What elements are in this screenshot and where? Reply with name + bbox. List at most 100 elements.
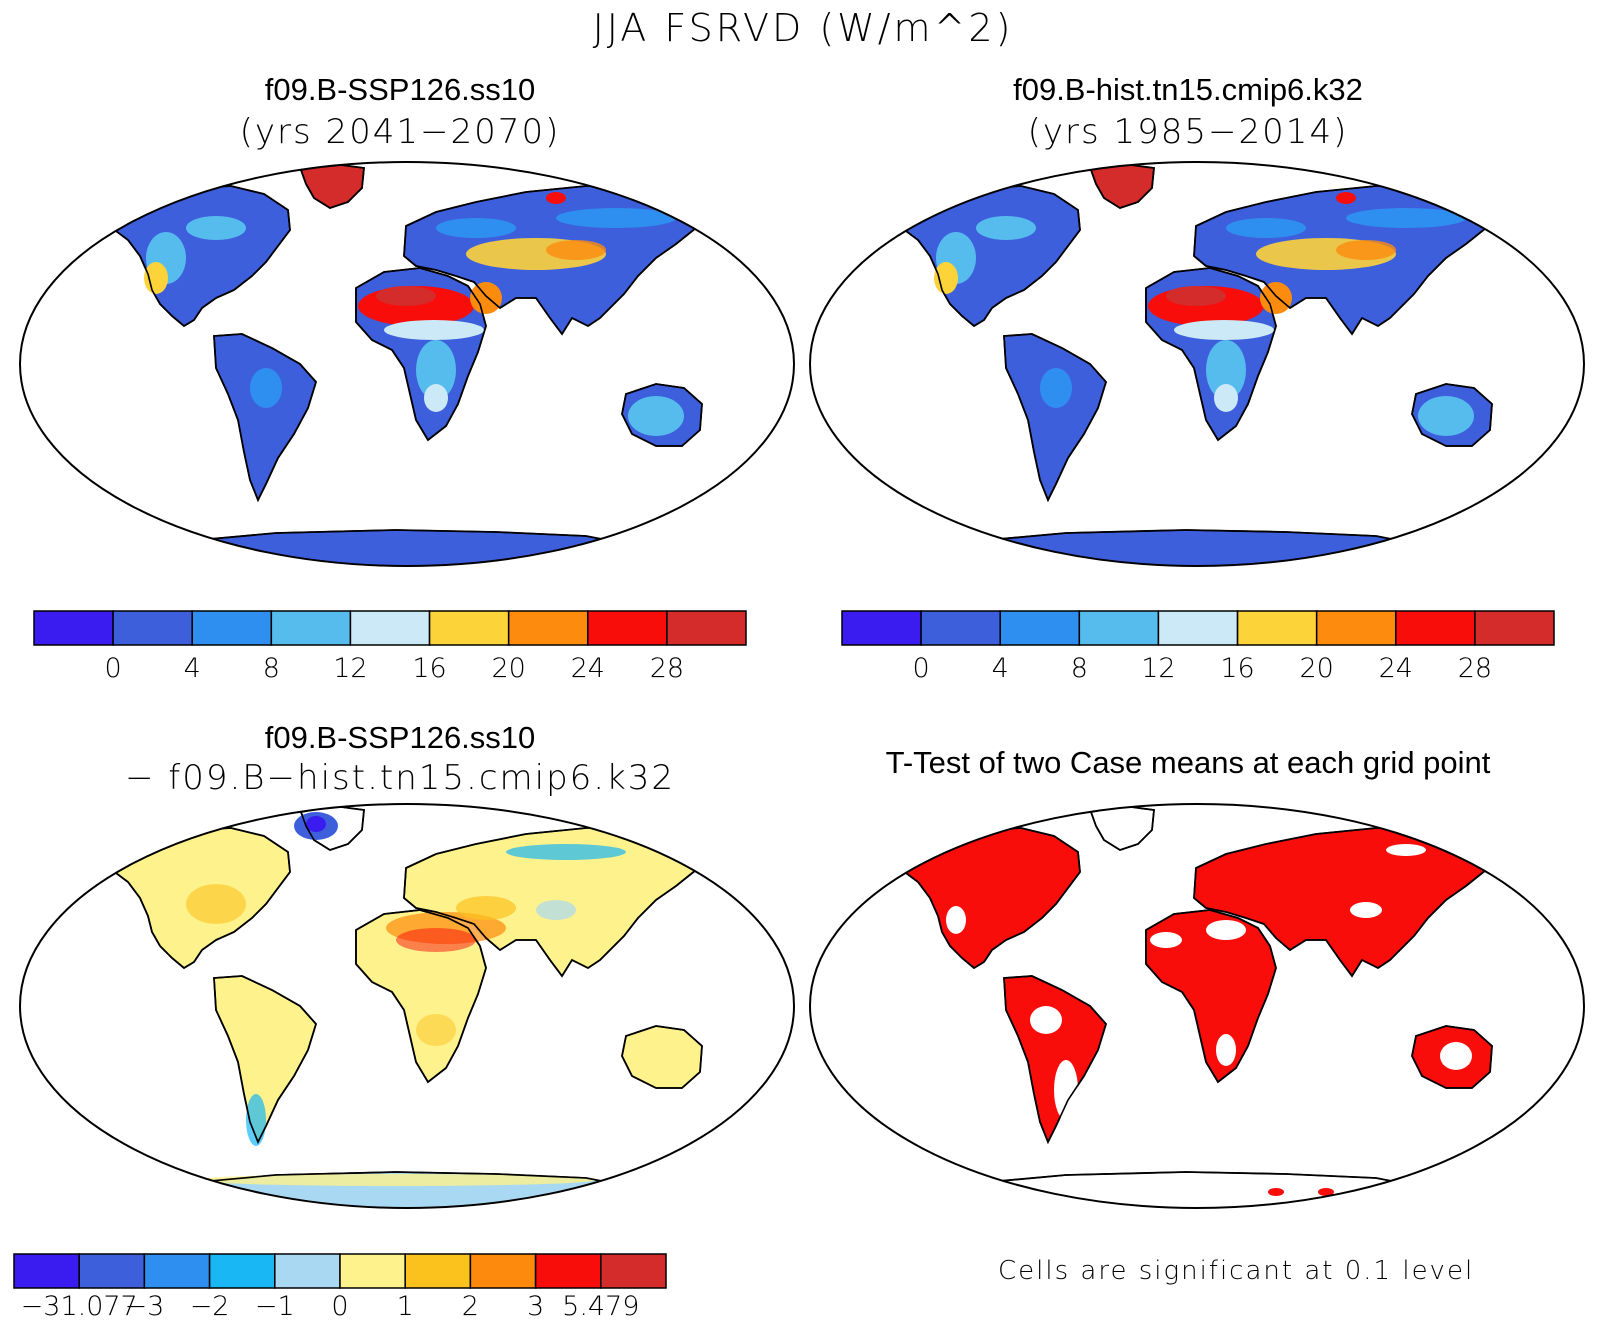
panel1-subtitle: (yrs 2041−2070) <box>239 112 561 152</box>
field-patch <box>424 384 448 412</box>
colorbar-ssp126: 0 4 8 12 16 20 24 28 <box>33 610 747 684</box>
colorbar-label: −1 <box>255 1291 295 1322</box>
colorbar-swatch <box>270 610 352 646</box>
field-patch <box>144 262 168 294</box>
colorbar-swatch <box>339 1253 406 1289</box>
field-patch <box>1206 340 1246 400</box>
significance-footnote: Cells are significant at 0.1 level <box>998 1256 1475 1286</box>
colorbar-swatch <box>78 1253 146 1289</box>
colorbar-swatch <box>349 610 431 646</box>
field-patch <box>1336 192 1356 204</box>
colorbar-label: −2 <box>190 1291 230 1322</box>
panel3-title: f09.B-SSP126.ss10 <box>264 720 536 755</box>
field-patch <box>1440 1042 1472 1070</box>
field-patch <box>306 816 326 832</box>
field-patch <box>1054 1060 1078 1120</box>
field-patch <box>934 262 958 294</box>
field-patch <box>956 1188 976 1196</box>
colorbar-label: 4 <box>992 653 1009 684</box>
colorbar-label: 12 <box>333 653 367 684</box>
colorbar-label: 16 <box>412 653 446 684</box>
colorbar-label: 20 <box>1299 653 1333 684</box>
field-patch <box>946 906 966 934</box>
map-boundary <box>19 161 795 567</box>
field-patch <box>979 170 1023 186</box>
colorbar-hist: 0 4 8 12 16 20 24 28 <box>841 610 1555 684</box>
field-patch <box>436 218 516 238</box>
field-patch <box>506 844 626 860</box>
field-patch <box>1268 1188 1284 1196</box>
colorbar-swatch <box>1236 610 1318 646</box>
field-patch <box>1418 396 1474 436</box>
colorbar-label: 0 <box>913 653 930 684</box>
figure-title: JJA FSRVD (W/m^2) <box>592 6 1014 50</box>
colorbar-label: 2 <box>462 1291 479 1322</box>
colorbar-swatch <box>191 610 273 646</box>
map-ttest <box>809 803 1585 1209</box>
colorbar-label: 0 <box>105 653 122 684</box>
colorbar-swatch <box>143 1253 211 1289</box>
field-patch <box>1216 1034 1236 1066</box>
colorbar-swatch <box>920 610 1001 646</box>
colorbar-swatch <box>428 610 510 646</box>
field-patch <box>396 928 476 952</box>
colorbar-swatch <box>534 1253 602 1289</box>
colorbar-swatch <box>13 1253 80 1289</box>
panel2-subtitle: (yrs 1985−2014) <box>1027 112 1349 152</box>
colorbar-label: 5.479 <box>562 1291 639 1322</box>
colorbar-label: 24 <box>1379 653 1413 684</box>
field-patch <box>250 368 282 408</box>
colorbar-swatch <box>1078 610 1160 646</box>
field-patch <box>976 216 1036 240</box>
map-hist <box>809 161 1585 567</box>
field-patch <box>556 208 676 228</box>
colorbar-label: 28 <box>1458 653 1492 684</box>
field-patch <box>470 282 502 314</box>
map-ssp126 <box>19 161 795 567</box>
panel2-title: f09.B-hist.tn15.cmip6.k32 <box>1013 72 1363 107</box>
colorbar-label: 12 <box>1141 653 1175 684</box>
field-patch <box>1030 1006 1062 1034</box>
field-patch <box>546 240 606 260</box>
colorbar-swatch <box>1157 610 1239 646</box>
colorbar-swatch <box>507 610 589 646</box>
field-patch <box>1318 1188 1334 1196</box>
colorbar-swatch <box>841 610 922 646</box>
field-patch <box>1150 932 1182 948</box>
panel1-title: f09.B-SSP126.ss10 <box>264 72 536 107</box>
colorbar-swatch <box>33 610 114 646</box>
colorbar-difference: −31.077−3 −2 −1 0 1 2 3 5.479 <box>13 1253 667 1322</box>
field-patch <box>416 1014 456 1046</box>
colorbar-label: 8 <box>263 653 280 684</box>
field-patch <box>1166 286 1226 306</box>
field-patch <box>1214 384 1238 412</box>
colorbar-swatch <box>587 610 668 646</box>
colorbar-label: 8 <box>1071 653 1088 684</box>
colorbar-label: 4 <box>184 653 201 684</box>
colorbar-label: 3 <box>527 1291 544 1322</box>
colorbar-swatch <box>999 610 1081 646</box>
colorbar-label: 1 <box>397 1291 414 1322</box>
field-patch <box>1260 282 1292 314</box>
colorbar-label: 16 <box>1220 653 1254 684</box>
field-patch <box>186 884 246 924</box>
field-patch <box>189 170 233 186</box>
field-patch <box>384 320 484 340</box>
field-patch <box>1040 368 1072 408</box>
colorbar-label: 20 <box>491 653 525 684</box>
colorbar-swatch <box>274 1253 341 1289</box>
field-patch <box>456 896 516 920</box>
field-patch <box>1206 920 1246 940</box>
field-patch <box>628 396 684 436</box>
field-patch <box>1386 844 1426 856</box>
map-boundary <box>19 803 795 1209</box>
field-patch <box>1226 218 1306 238</box>
colorbar-swatch <box>404 1253 472 1289</box>
colorbar-label: 28 <box>650 653 684 684</box>
map-boundary <box>809 803 1585 1209</box>
colorbar-swatch <box>600 1253 667 1289</box>
colorbar-swatch <box>469 1253 537 1289</box>
colorbar-label: −3 <box>124 1291 164 1322</box>
colorbar-label: 24 <box>571 653 605 684</box>
panel4-title: T-Test of two Case means at each grid po… <box>885 745 1491 780</box>
